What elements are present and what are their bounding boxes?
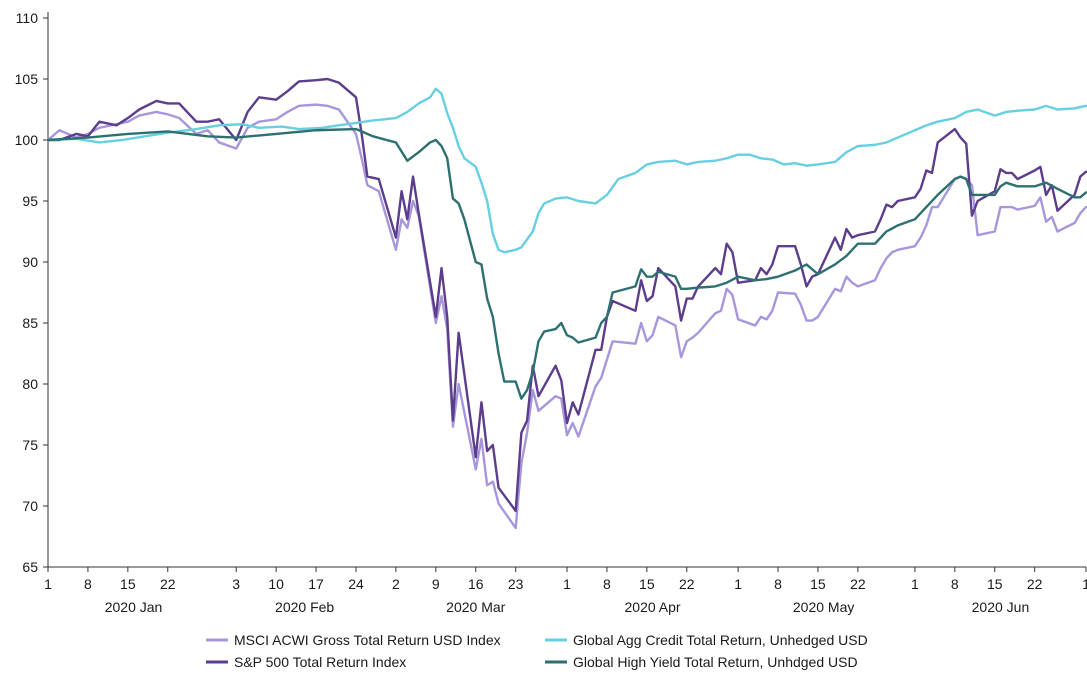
legend-label: MSCI ACWI Gross Total Return USD Index (234, 632, 501, 648)
x-tick-label: 1 (734, 576, 742, 592)
x-tick-label: 17 (308, 576, 324, 592)
x-tick-label: 23 (508, 576, 524, 592)
legend-label: Global High Yield Total Return, Unhdged … (573, 654, 858, 670)
series-line-1 (46, 77, 1087, 513)
y-tick-label: 100 (15, 132, 39, 148)
series-lines (46, 77, 1087, 530)
y-tick-label: 105 (15, 71, 39, 87)
x-tick-label: 1 (44, 576, 52, 592)
x-tick-label: 15 (639, 576, 655, 592)
y-axis: 65 70 75 80 85 90 95 100 105 110 (15, 10, 49, 575)
y-tick-label: 90 (22, 254, 38, 270)
x-tick-label: 15 (810, 576, 826, 592)
x-tick-label: 9 (432, 576, 440, 592)
x-tick-label: 15 (120, 576, 136, 592)
x-tick-label: 8 (84, 576, 92, 592)
y-tick-label: 110 (16, 10, 39, 26)
x-tick-label: 3 (232, 576, 240, 592)
x-tick-label: 22 (850, 576, 866, 592)
series-line-2 (46, 87, 1087, 254)
x-tick-label: 15 (987, 576, 1003, 592)
x-tick-label: 22 (1027, 576, 1043, 592)
y-tick-label: 95 (22, 193, 38, 209)
x-tick-label: 8 (603, 576, 611, 592)
y-tick-label: 70 (22, 498, 38, 514)
x-tick-label: 22 (160, 576, 176, 592)
y-tick-label: 85 (22, 315, 38, 331)
x-month-label: 2020 Jun (972, 599, 1030, 615)
x-tick-label: 8 (951, 576, 959, 592)
x-tick-label: 22 (679, 576, 695, 592)
x-month-label: 2020 Mar (446, 599, 505, 615)
x-month-label: 2020 Feb (275, 599, 334, 615)
y-tick-label: 75 (22, 437, 38, 453)
legend-label: S&P 500 Total Return Index (234, 654, 406, 670)
x-month-label: 2020 Apr (625, 599, 681, 615)
x-tick-label: 10 (268, 576, 284, 592)
x-tick-label: 1 (1082, 576, 1087, 592)
y-tick-label: 65 (22, 559, 38, 575)
x-tick-label: 2 (392, 576, 400, 592)
x-tick-label: 1 (911, 576, 919, 592)
x-tick-label: 24 (348, 576, 364, 592)
legend-label: Global Agg Credit Total Return, Unhedged… (573, 632, 868, 648)
x-axis: 1 8 15 22 3 10 17 24 2 9 16 23 1 8 15 22 1 8 15 22 1 8 15 22 1 20… (44, 566, 1087, 615)
series-line-3 (46, 127, 1087, 400)
series-line-0 (46, 103, 1087, 530)
y-tick-label: 80 (22, 376, 38, 392)
x-tick-label: 16 (468, 576, 484, 592)
x-tick-label: 1 (563, 576, 571, 592)
legend: MSCI ACWI Gross Total Return USD Index Gl… (206, 632, 868, 670)
x-month-label: 2020 Jan (105, 599, 163, 615)
x-month-label: 2020 May (793, 599, 854, 615)
x-tick-label: 8 (774, 576, 782, 592)
